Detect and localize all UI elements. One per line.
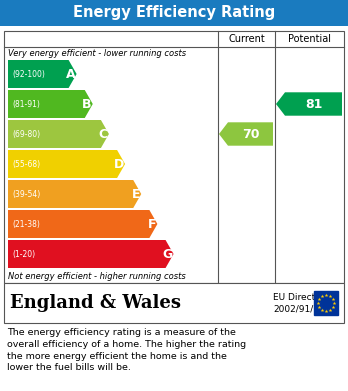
- Polygon shape: [8, 180, 141, 208]
- Bar: [4, 283, 344, 323]
- Text: (92-100): (92-100): [12, 70, 45, 79]
- Text: Potential: Potential: [288, 34, 331, 44]
- Polygon shape: [8, 90, 93, 118]
- Polygon shape: [8, 240, 174, 268]
- Text: (1-20): (1-20): [12, 249, 35, 258]
- Polygon shape: [8, 210, 157, 238]
- Text: Current: Current: [228, 34, 265, 44]
- Bar: [0, 0, 348, 26]
- Text: (55-68): (55-68): [12, 160, 40, 169]
- Text: G: G: [162, 248, 173, 260]
- Text: B: B: [82, 97, 92, 111]
- Text: England & Wales: England & Wales: [10, 294, 181, 312]
- Bar: [314, 291, 338, 315]
- Text: Not energy efficient - higher running costs: Not energy efficient - higher running co…: [8, 272, 186, 281]
- Polygon shape: [8, 120, 109, 148]
- Polygon shape: [276, 92, 342, 116]
- Text: (81-91): (81-91): [12, 99, 40, 108]
- Polygon shape: [8, 60, 77, 88]
- Text: D: D: [114, 158, 124, 170]
- Text: The energy efficiency rating is a measure of the
overall efficiency of a home. T: The energy efficiency rating is a measur…: [7, 328, 246, 372]
- Text: EU Directive
2002/91/EC: EU Directive 2002/91/EC: [273, 292, 329, 314]
- Text: Very energy efficient - lower running costs: Very energy efficient - lower running co…: [8, 49, 186, 58]
- Text: (69-80): (69-80): [12, 129, 40, 138]
- Text: Energy Efficiency Rating: Energy Efficiency Rating: [73, 5, 275, 20]
- Polygon shape: [219, 122, 273, 146]
- Text: 81: 81: [305, 97, 323, 111]
- Text: C: C: [99, 127, 108, 140]
- Text: A: A: [66, 68, 76, 81]
- Text: E: E: [132, 188, 140, 201]
- Polygon shape: [8, 150, 125, 178]
- Text: F: F: [148, 217, 156, 231]
- Text: 70: 70: [242, 127, 260, 140]
- Bar: [4, 31, 344, 283]
- Text: (21-38): (21-38): [12, 219, 40, 228]
- Text: (39-54): (39-54): [12, 190, 40, 199]
